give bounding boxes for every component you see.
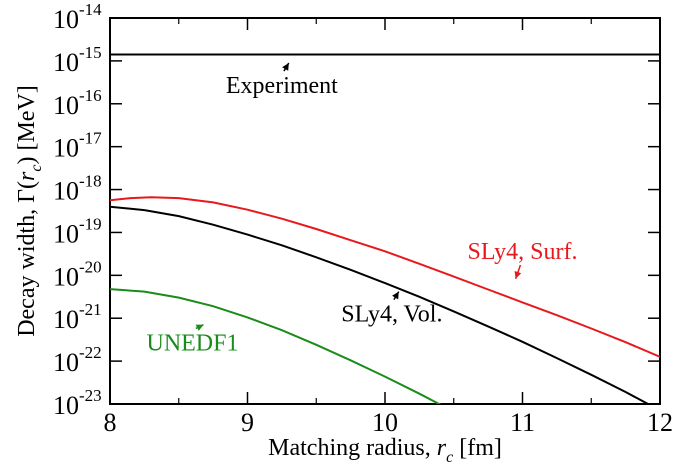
x-axis-label: Matching radius, rc [fm]: [268, 435, 502, 466]
y-tick-label: 10-23: [53, 386, 102, 420]
ticks-group: [109, 17, 661, 405]
y-tick-exponent: -15: [79, 43, 102, 62]
y-tick-label: 10-16: [53, 86, 102, 120]
x-tick-label: 8: [104, 408, 117, 437]
series-label: SLy4, Vol.: [341, 302, 442, 328]
y-tick-base: 10: [53, 91, 79, 120]
series-label: SLy4, Surf.: [467, 239, 577, 265]
x-tick-label: 10: [372, 408, 398, 437]
y-tick-exponent: -20: [79, 257, 102, 276]
y-tick-exponent: -19: [79, 214, 102, 233]
y-tick-base: 10: [53, 134, 79, 163]
y-tick-label: 10-19: [53, 214, 102, 248]
y-tick-label: 10-21: [53, 300, 102, 334]
y-tick-base: 10: [53, 348, 79, 377]
annotation-arrow-head: [392, 291, 399, 300]
annotation-arrow-head: [195, 324, 204, 331]
y-tick-label: 10-18: [53, 172, 102, 206]
tick-labels-group: 8 9 10 11 1210-2310-2210-2110-2010-1910-1810…: [53, 0, 673, 437]
annotation-arrow-head: [514, 271, 522, 279]
y-tick-label: 10-22: [53, 343, 102, 377]
y-tick-exponent: -21: [79, 300, 102, 319]
series-label: Experiment: [226, 73, 338, 99]
y-tick-exponent: -23: [79, 386, 102, 405]
y-tick-base: 10: [53, 219, 79, 248]
series-label: UNEDF1: [146, 330, 238, 356]
annotations-group: Experiment SLy4, Surf. SLy4, Vol. UNEDF1: [146, 62, 578, 356]
y-tick-label: 10-14: [53, 0, 102, 34]
y-axis-label: Decay width, Γ(rc) [MeV]: [14, 85, 45, 337]
x-tick-label: 11: [510, 408, 535, 437]
series-line-sly4-surf-: [110, 196, 660, 358]
series-line-unedf1: [110, 288, 442, 404]
y-tick-label: 10-20: [53, 257, 102, 291]
y-tick-base: 10: [53, 177, 79, 206]
y-tick-base: 10: [53, 5, 79, 34]
y-tick-base: 10: [53, 305, 79, 334]
y-tick-base: 10: [53, 262, 79, 291]
y-tick-exponent: -14: [79, 0, 102, 19]
series-line-sly4-vol-: [110, 205, 651, 404]
x-tick-label: 9: [241, 408, 254, 437]
y-tick-exponent: -17: [79, 129, 102, 148]
y-tick-base: 10: [53, 391, 79, 420]
y-tick-exponent: -16: [79, 86, 102, 105]
annotation-arrow-head: [282, 63, 289, 71]
y-tick-label: 10-15: [53, 43, 102, 77]
y-tick-exponent: -18: [79, 172, 102, 191]
curves-group: [110, 53, 660, 404]
y-tick-base: 10: [53, 48, 79, 77]
x-tick-label: 12: [647, 408, 673, 437]
y-tick-label: 10-17: [53, 129, 102, 163]
y-tick-exponent: -22: [79, 343, 102, 362]
